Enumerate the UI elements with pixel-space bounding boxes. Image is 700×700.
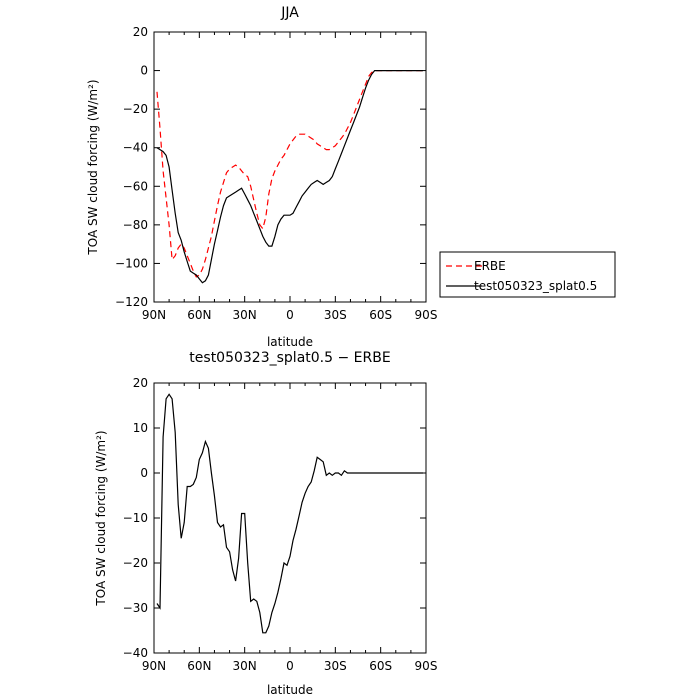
bottom-x-axis: 90N 60N 30N 0 30S 60S 90S [142,383,438,673]
top-y-tick-label: −80 [123,218,148,232]
bottom-x-tick-label: 60N [187,659,211,673]
top-chart-title: JJA [280,5,299,21]
top-y-tick-label: −60 [123,179,148,193]
top-y-tick-label: 0 [140,64,148,78]
bottom-x-tick-label: 30N [233,659,257,673]
bottom-y-tick-label: −40 [123,646,148,660]
bottom-x-tick-label: 30S [324,659,347,673]
bottom-y-tick-label: −20 [123,556,148,570]
bottom-chart: test050323_splat0.5 − ERBE −40 −30 −20 −10 0… [94,350,437,697]
bottom-series-group [156,393,423,634]
top-x-tick-label: 60N [187,308,211,322]
legend-box [439,251,616,298]
top-chart: JJA −120 −100 −80 −60 −40 −20 0 20 90N 60N 30N 0 30… [86,5,616,349]
top-x-tick-label: 30N [233,308,257,322]
bottom-x-tick-label: 90S [415,659,438,673]
bottom-x-tick-label: 60S [369,659,392,673]
bottom-plot-frame [153,382,427,654]
top-x-tick-label: 60S [369,308,392,322]
bottom-x-axis-label: latitude [267,683,313,697]
bottom-y-tick-label: 0 [140,466,148,480]
top-y-axis-label: TOA SW cloud forcing (W/m²) [86,79,100,255]
top-x-tick-label: 90N [142,308,166,322]
top-plot-frame [153,31,427,303]
bottom-y-axis: −40 −30 −20 −10 0 10 20 [123,376,426,660]
bottom-y-tick-label: −30 [123,601,148,615]
top-y-tick-label: −120 [115,295,148,309]
top-x-axis-label: latitude [267,335,313,349]
top-y-tick-label: −40 [123,141,148,155]
top-x-tick-label: 30S [324,308,347,322]
top-x-tick-label: 0 [286,308,294,322]
bottom-y-tick-label: −10 [123,511,148,525]
legend-model-label: test050323_splat0.5 [474,279,597,293]
top-y-tick-label: 20 [133,25,148,39]
top-series-erbe-line [156,69,423,278]
legend-erbe-label: ERBE [474,259,506,273]
top-series-test050323-splat0-5-line [156,69,423,284]
bottom-chart-title: test050323_splat0.5 − ERBE [189,350,390,366]
bottom-x-tick-label: 90N [142,659,166,673]
bottom-y-axis-label: TOA SW cloud forcing (W/m²) [94,430,108,606]
top-x-tick-label: 90S [415,308,438,322]
top-y-tick-label: −20 [123,102,148,116]
bottom-series-difference-line [156,393,423,634]
bottom-y-tick-label: 20 [133,376,148,390]
bottom-y-tick-label: 10 [133,421,148,435]
top-series-group [156,69,423,284]
legend: ERBE test050323_splat0.5 [439,251,616,298]
top-y-axis: −120 −100 −80 −60 −40 −20 0 20 [115,25,426,309]
top-x-axis: 90N 60N 30N 0 30S 60S 90S [142,32,438,322]
top-y-tick-label: −100 [115,256,148,270]
bottom-x-tick-label: 0 [286,659,294,673]
